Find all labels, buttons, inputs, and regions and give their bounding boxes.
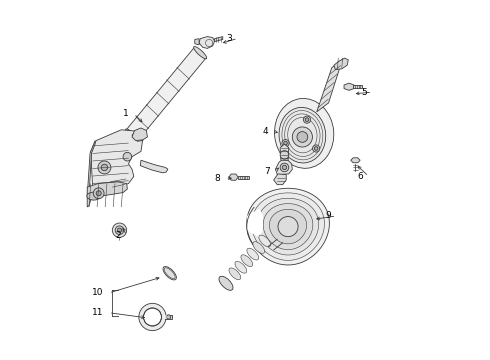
Circle shape bbox=[314, 147, 318, 150]
Polygon shape bbox=[215, 37, 223, 41]
Polygon shape bbox=[229, 174, 238, 180]
Circle shape bbox=[139, 303, 166, 330]
Circle shape bbox=[282, 165, 287, 170]
Polygon shape bbox=[252, 193, 324, 260]
Polygon shape bbox=[166, 315, 172, 319]
Polygon shape bbox=[246, 188, 329, 265]
Text: 2: 2 bbox=[116, 231, 122, 240]
Text: 4: 4 bbox=[263, 127, 269, 136]
Text: 10: 10 bbox=[92, 288, 103, 297]
Polygon shape bbox=[132, 130, 145, 141]
Circle shape bbox=[303, 116, 311, 123]
Ellipse shape bbox=[87, 192, 100, 200]
Polygon shape bbox=[195, 39, 199, 45]
Polygon shape bbox=[274, 174, 286, 185]
Text: 11: 11 bbox=[92, 308, 103, 317]
Circle shape bbox=[98, 161, 111, 174]
Polygon shape bbox=[140, 160, 168, 173]
Ellipse shape bbox=[274, 98, 334, 168]
Ellipse shape bbox=[241, 255, 253, 267]
Text: 9: 9 bbox=[325, 211, 331, 220]
Polygon shape bbox=[238, 176, 248, 179]
Circle shape bbox=[93, 188, 104, 199]
Text: 5: 5 bbox=[361, 87, 367, 96]
Text: 8: 8 bbox=[214, 174, 220, 183]
Circle shape bbox=[284, 141, 287, 145]
Ellipse shape bbox=[235, 261, 246, 273]
Circle shape bbox=[112, 223, 126, 237]
Circle shape bbox=[115, 226, 124, 234]
Polygon shape bbox=[126, 47, 206, 140]
Circle shape bbox=[117, 228, 122, 232]
Ellipse shape bbox=[259, 235, 270, 247]
Polygon shape bbox=[132, 128, 147, 140]
Text: 1: 1 bbox=[122, 109, 128, 118]
Polygon shape bbox=[280, 144, 289, 160]
Circle shape bbox=[96, 191, 101, 196]
Circle shape bbox=[167, 315, 171, 319]
Circle shape bbox=[101, 164, 108, 171]
Polygon shape bbox=[199, 37, 215, 48]
Text: 6: 6 bbox=[358, 172, 364, 181]
Text: 3: 3 bbox=[227, 34, 232, 43]
Ellipse shape bbox=[194, 46, 207, 59]
Ellipse shape bbox=[253, 242, 265, 253]
Polygon shape bbox=[317, 59, 343, 112]
Polygon shape bbox=[263, 204, 313, 249]
Polygon shape bbox=[275, 159, 293, 175]
Ellipse shape bbox=[279, 107, 326, 163]
Polygon shape bbox=[270, 210, 307, 244]
Polygon shape bbox=[351, 158, 360, 163]
Polygon shape bbox=[247, 209, 263, 237]
Circle shape bbox=[280, 150, 289, 159]
Polygon shape bbox=[257, 198, 318, 255]
Polygon shape bbox=[87, 140, 95, 196]
Polygon shape bbox=[87, 182, 127, 207]
Polygon shape bbox=[91, 130, 143, 189]
Circle shape bbox=[282, 140, 289, 147]
Circle shape bbox=[278, 217, 298, 237]
Text: 7: 7 bbox=[264, 167, 270, 176]
Ellipse shape bbox=[229, 268, 241, 280]
Circle shape bbox=[305, 118, 309, 121]
Ellipse shape bbox=[219, 276, 233, 290]
Ellipse shape bbox=[163, 266, 176, 280]
Circle shape bbox=[293, 127, 313, 147]
Polygon shape bbox=[353, 85, 362, 88]
Polygon shape bbox=[334, 58, 348, 69]
Polygon shape bbox=[344, 83, 354, 90]
Ellipse shape bbox=[247, 248, 259, 260]
Circle shape bbox=[297, 132, 308, 142]
Circle shape bbox=[280, 163, 289, 172]
Circle shape bbox=[313, 145, 319, 152]
Circle shape bbox=[144, 308, 161, 326]
Ellipse shape bbox=[125, 129, 139, 141]
Circle shape bbox=[123, 152, 132, 161]
